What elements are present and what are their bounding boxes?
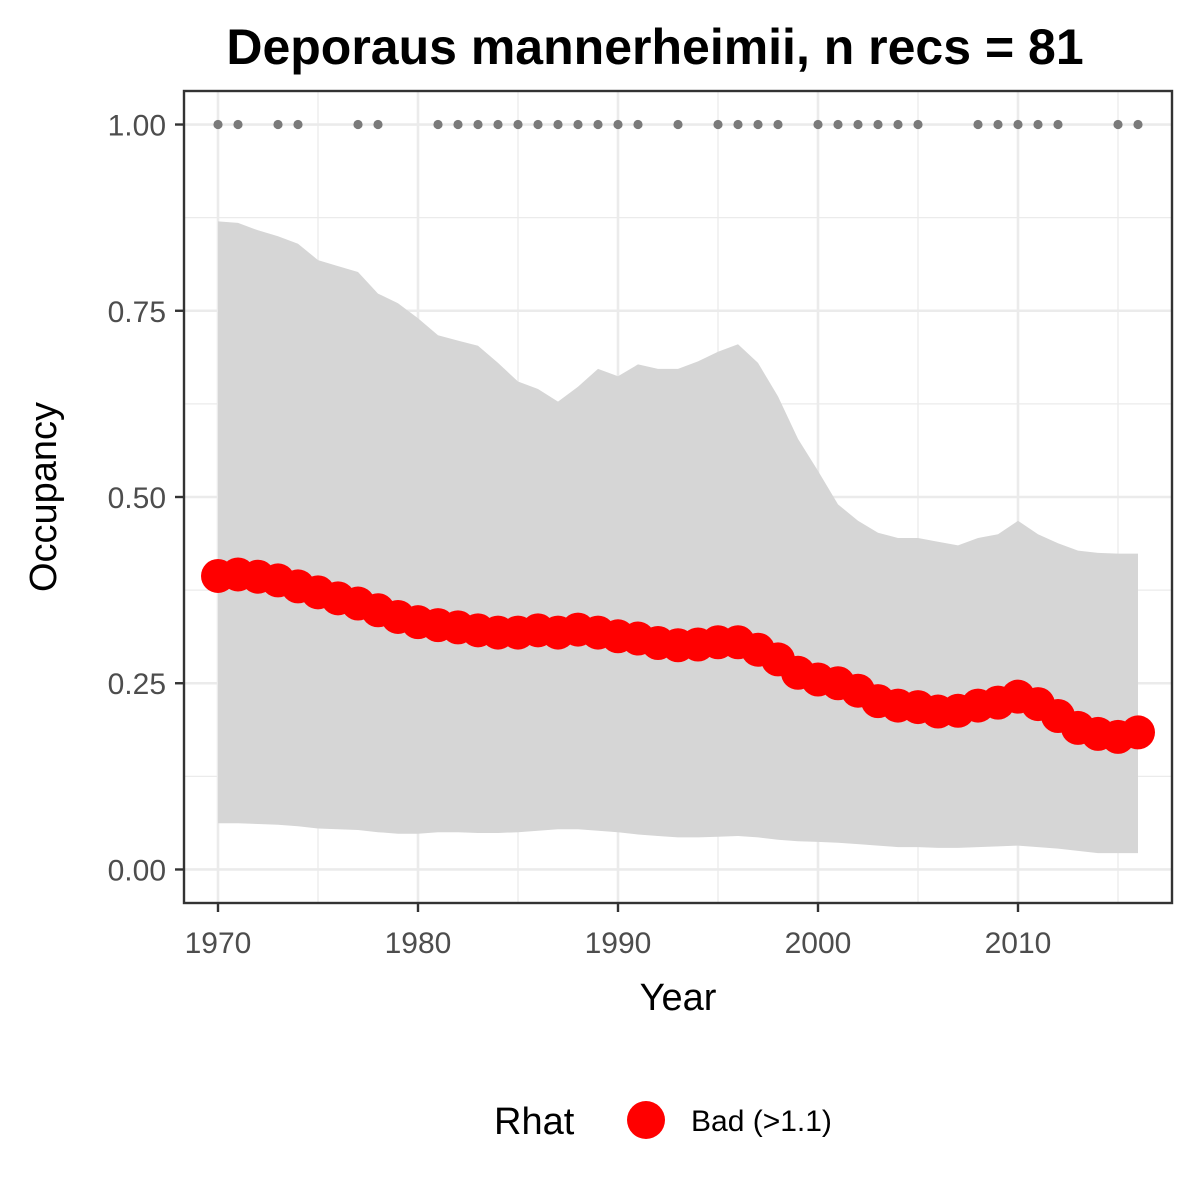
y-tick-label: 0.50 [108,482,166,515]
record-point [493,120,502,129]
record-point [473,120,482,129]
record-point [513,120,522,129]
record-point [673,120,682,129]
legend-title: Rhat [494,1101,575,1143]
y-tick-label: 0.00 [108,854,166,887]
chart-title: Deporaus mannerheimii, n recs = 81 [226,19,1083,75]
legend-label-bad: Bad (>1.1) [691,1105,832,1138]
x-tick-label: 1990 [585,927,652,960]
record-point [1053,120,1062,129]
mean-occupancy-point [1121,715,1155,749]
y-tick-label: 0.75 [108,296,166,329]
record-point [533,120,542,129]
record-point [273,120,282,129]
record-point [613,120,622,129]
record-point [293,120,302,129]
record-point [633,120,642,129]
record-point [893,120,902,129]
record-point [353,120,362,129]
record-point [1033,120,1042,129]
y-axis-title: Occupancy [23,402,65,592]
x-tick-label: 2000 [785,927,852,960]
record-point [233,120,242,129]
record-point [973,120,982,129]
credible-interval-band [218,221,1138,853]
record-point [773,120,782,129]
record-point [1133,120,1142,129]
record-point [733,120,742,129]
record-point [853,120,862,129]
record-point [573,120,582,129]
record-point [433,120,442,129]
x-tick-label: 1970 [185,927,252,960]
legend-key-bad [627,1101,665,1139]
record-point [833,120,842,129]
record-point [993,120,1002,129]
x-tick-label: 2010 [985,927,1052,960]
record-point [553,120,562,129]
x-axis-title: Year [640,977,717,1019]
record-point [1113,120,1122,129]
y-axis: 0.00 0.25 0.50 0.75 1.00 [108,110,184,888]
record-point [593,120,602,129]
record-point [813,120,822,129]
x-axis: 1970 1980 1990 2000 2010 [185,903,1052,960]
record-point [713,120,722,129]
record-point [213,120,222,129]
record-point [873,120,882,129]
legend: Rhat Bad (>1.1) [494,1101,832,1143]
record-point [753,120,762,129]
record-point [453,120,462,129]
x-tick-label: 1980 [385,927,452,960]
y-tick-label: 0.25 [108,668,166,701]
y-tick-label: 1.00 [108,110,166,143]
record-point [1013,120,1022,129]
record-point [913,120,922,129]
record-point [373,120,382,129]
